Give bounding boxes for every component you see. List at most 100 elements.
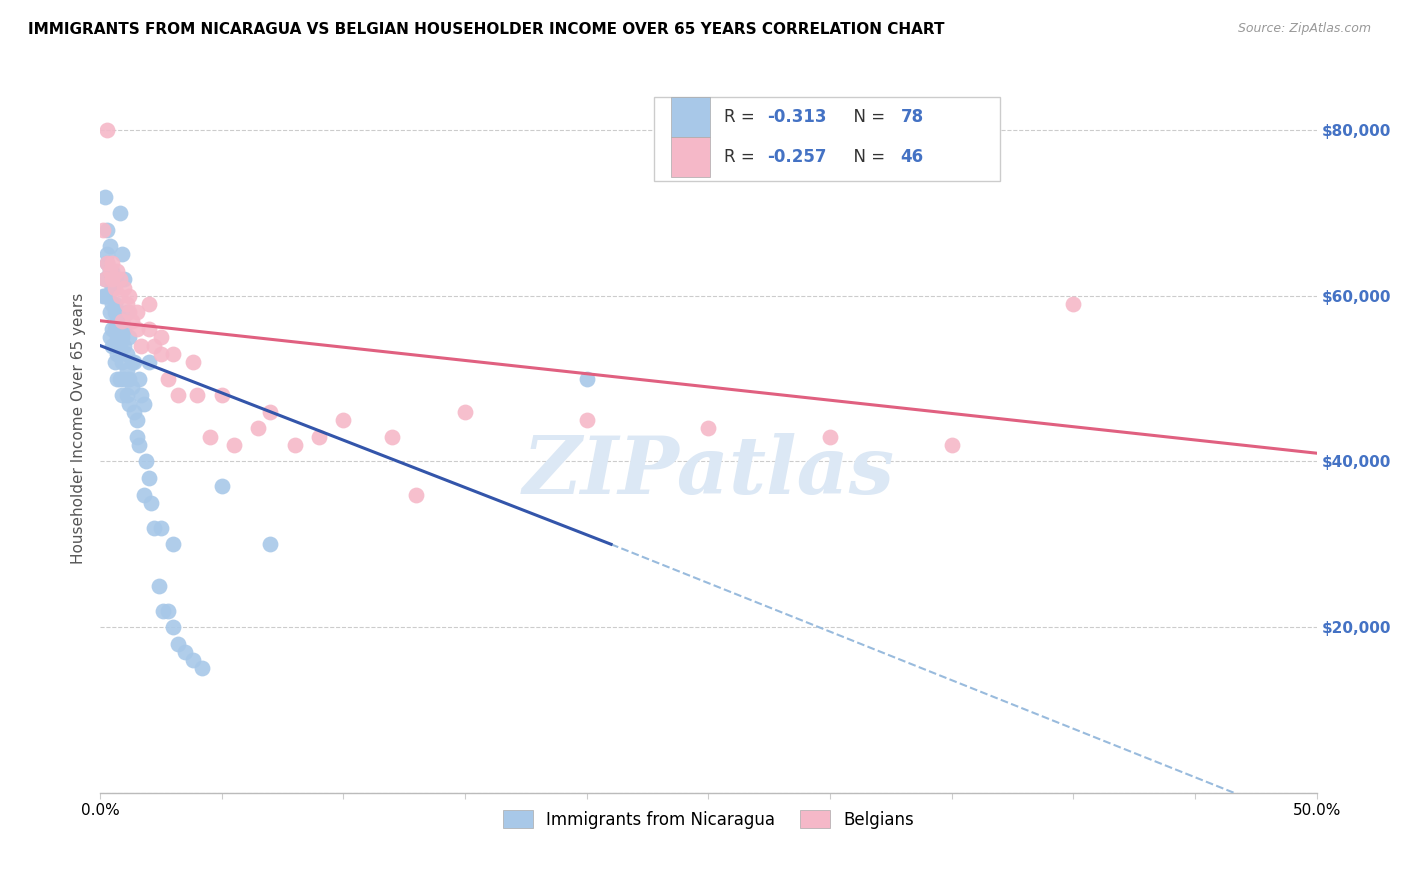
Point bbox=[111, 314, 134, 328]
Text: R =: R = bbox=[724, 108, 761, 127]
Point bbox=[105, 347, 128, 361]
Text: R =: R = bbox=[724, 147, 761, 166]
Point bbox=[122, 405, 145, 419]
Point bbox=[138, 297, 160, 311]
Text: -0.313: -0.313 bbox=[766, 108, 827, 127]
Point bbox=[118, 396, 141, 410]
Point bbox=[125, 305, 148, 319]
Point bbox=[149, 347, 172, 361]
Point bbox=[111, 330, 134, 344]
Point bbox=[105, 264, 128, 278]
FancyBboxPatch shape bbox=[654, 97, 1000, 181]
Point bbox=[118, 305, 141, 319]
Point bbox=[105, 372, 128, 386]
Point bbox=[108, 206, 131, 220]
Point bbox=[128, 372, 150, 386]
Point bbox=[101, 338, 124, 352]
Point bbox=[105, 305, 128, 319]
Point bbox=[101, 322, 124, 336]
Point bbox=[121, 380, 143, 394]
Point bbox=[104, 297, 127, 311]
Point bbox=[115, 347, 138, 361]
Point bbox=[138, 322, 160, 336]
Point bbox=[96, 289, 118, 303]
Point bbox=[405, 487, 427, 501]
Point bbox=[121, 314, 143, 328]
Point bbox=[131, 388, 153, 402]
Point bbox=[162, 620, 184, 634]
Point bbox=[101, 256, 124, 270]
Point bbox=[91, 222, 114, 236]
Point bbox=[114, 280, 136, 294]
Text: IMMIGRANTS FROM NICARAGUA VS BELGIAN HOUSEHOLDER INCOME OVER 65 YEARS CORRELATIO: IMMIGRANTS FROM NICARAGUA VS BELGIAN HOU… bbox=[28, 22, 945, 37]
Y-axis label: Householder Income Over 65 years: Householder Income Over 65 years bbox=[72, 293, 86, 564]
Text: 78: 78 bbox=[901, 108, 924, 127]
Point bbox=[121, 355, 143, 369]
Point bbox=[108, 338, 131, 352]
Point bbox=[111, 388, 134, 402]
Point bbox=[222, 438, 245, 452]
Point bbox=[181, 355, 204, 369]
Point bbox=[114, 272, 136, 286]
Point bbox=[98, 239, 121, 253]
Text: N =: N = bbox=[844, 147, 891, 166]
Point bbox=[108, 322, 131, 336]
Point bbox=[108, 272, 131, 286]
Point bbox=[104, 338, 127, 352]
Point bbox=[114, 372, 136, 386]
Point bbox=[132, 396, 155, 410]
Point bbox=[186, 388, 208, 402]
Point bbox=[101, 297, 124, 311]
Point bbox=[104, 272, 127, 286]
Point bbox=[125, 322, 148, 336]
Point bbox=[148, 579, 170, 593]
Point bbox=[108, 372, 131, 386]
Point bbox=[818, 430, 841, 444]
Point bbox=[94, 289, 117, 303]
Point bbox=[308, 430, 330, 444]
Point bbox=[162, 537, 184, 551]
Text: Source: ZipAtlas.com: Source: ZipAtlas.com bbox=[1237, 22, 1371, 36]
Point bbox=[284, 438, 307, 452]
Point bbox=[115, 363, 138, 377]
Point bbox=[98, 330, 121, 344]
Point bbox=[157, 372, 180, 386]
Point bbox=[115, 297, 138, 311]
Point bbox=[211, 388, 233, 402]
Point bbox=[115, 388, 138, 402]
Point bbox=[142, 521, 165, 535]
Point bbox=[101, 264, 124, 278]
Point bbox=[122, 355, 145, 369]
Point bbox=[125, 413, 148, 427]
Point bbox=[125, 430, 148, 444]
Point bbox=[167, 637, 190, 651]
Point bbox=[104, 305, 127, 319]
Text: ZIPatlas: ZIPatlas bbox=[522, 434, 894, 511]
Point bbox=[191, 661, 214, 675]
Point bbox=[105, 314, 128, 328]
Point bbox=[135, 454, 157, 468]
Point bbox=[101, 280, 124, 294]
Point bbox=[697, 421, 720, 435]
Point bbox=[332, 413, 354, 427]
Point bbox=[111, 247, 134, 261]
Point bbox=[162, 347, 184, 361]
Point bbox=[575, 413, 598, 427]
FancyBboxPatch shape bbox=[671, 97, 710, 137]
Point bbox=[141, 496, 163, 510]
Point bbox=[94, 272, 117, 286]
Point bbox=[131, 338, 153, 352]
Point bbox=[101, 280, 124, 294]
Point bbox=[104, 280, 127, 294]
Point bbox=[105, 330, 128, 344]
Point bbox=[98, 305, 121, 319]
Point bbox=[941, 438, 963, 452]
Point bbox=[1062, 297, 1084, 311]
Point bbox=[118, 289, 141, 303]
Point bbox=[174, 645, 197, 659]
Point bbox=[138, 355, 160, 369]
Point bbox=[108, 289, 131, 303]
Point bbox=[132, 487, 155, 501]
Point bbox=[101, 272, 124, 286]
Point bbox=[198, 430, 221, 444]
